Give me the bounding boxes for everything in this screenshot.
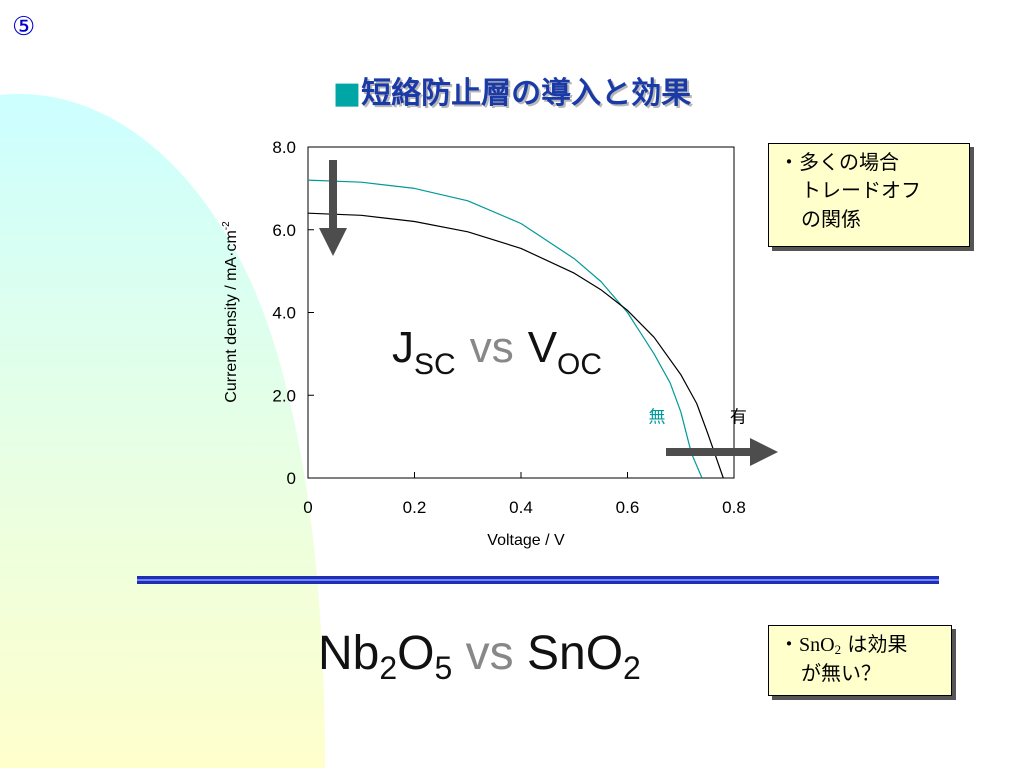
heading-o: O xyxy=(397,627,435,680)
series-label-1: 有 xyxy=(730,408,747,428)
right-arrow-icon xyxy=(666,438,778,466)
sno2-formula-sub: 2 xyxy=(834,642,842,657)
sno2-formula: SnO xyxy=(799,634,835,656)
y-tick-label: 2.0 xyxy=(272,386,296,405)
series-line-1 xyxy=(307,212,724,479)
heading-o-sub: 5 xyxy=(434,650,453,686)
vs-word: vs xyxy=(470,323,514,372)
series-layer: 無有 xyxy=(307,179,747,479)
sno2-note: ・SnO2 は効果 が無い？ xyxy=(768,625,952,696)
x-tick-label: 0.2 xyxy=(403,498,427,517)
y-tick-label: 4.0 xyxy=(272,304,296,323)
slide-title: ■短絡防止層の導入と効果 xyxy=(0,76,1024,112)
jsc-vs-voc-label: JSC vs VOC xyxy=(392,323,602,381)
sno2-note-line-2: が無い？ xyxy=(801,661,881,686)
x-tick-label: 0.8 xyxy=(722,498,746,517)
comparison-heading: Nb2O5 vs SnO2 xyxy=(318,625,641,687)
voc-sub: OC xyxy=(557,348,602,381)
jsc-j: J xyxy=(392,323,414,372)
plot-frame xyxy=(307,146,735,479)
title-text: 短絡防止層の導入と効果 xyxy=(361,76,692,111)
sno2-note-line-1: は効果 xyxy=(841,632,908,656)
y-axis-label-exponent: -2 xyxy=(221,221,232,230)
note-line-2: トレードオフ xyxy=(801,178,921,203)
y-axis-label: Current density / mA·cm-2 xyxy=(221,221,240,403)
y-tick-label: 0 xyxy=(287,469,296,488)
y-axis-label-text: Current density / mA·cm xyxy=(223,230,240,402)
heading-sno-sub: 2 xyxy=(623,650,641,686)
note-line-3: の関係 xyxy=(801,206,861,231)
y-tick-label: 6.0 xyxy=(272,221,296,240)
title-marker: ■ xyxy=(332,76,362,111)
x-axis-label: Voltage / V xyxy=(487,532,565,549)
heading-vs: vs xyxy=(465,627,514,680)
heading-sno: SnO xyxy=(526,627,624,680)
series-label-0: 無 xyxy=(649,408,666,428)
divider xyxy=(137,576,939,584)
jsc-sub: SC xyxy=(414,348,456,381)
note-bullet: ・ xyxy=(779,150,799,174)
x-tick-label: 0.4 xyxy=(509,498,533,517)
note-bullet: ・ xyxy=(779,632,799,656)
heading-nb-sub: 2 xyxy=(379,650,398,686)
y-axis: 0 2.0 4.0 6.0 8.0 xyxy=(272,138,314,488)
tradeoff-note: ・多くの場合 トレードオフ の関係 xyxy=(768,143,970,247)
slide-number: ⑤ xyxy=(12,12,36,42)
x-axis: 0 0.2 0.4 0.6 0.8 xyxy=(303,472,746,517)
note-line-1: 多くの場合 xyxy=(799,150,899,174)
x-tick-label: 0 xyxy=(303,498,312,517)
y-tick-label: 8.0 xyxy=(272,138,296,157)
down-arrow-icon xyxy=(319,160,347,256)
voc-v: V xyxy=(528,323,558,372)
series-line-0 xyxy=(307,179,703,479)
heading-nb: Nb xyxy=(318,627,380,680)
x-tick-label: 0.6 xyxy=(616,498,640,517)
